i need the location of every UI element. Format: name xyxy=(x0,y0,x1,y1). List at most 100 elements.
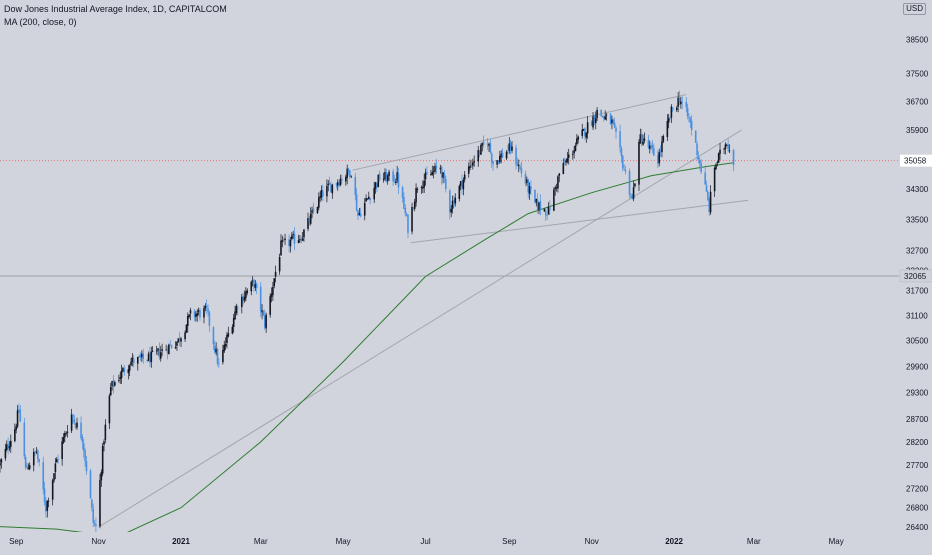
candle-body xyxy=(363,202,366,216)
hline-label: 32065 xyxy=(904,272,927,281)
candle xyxy=(297,234,300,244)
candle-body xyxy=(709,191,712,213)
candle-body xyxy=(501,153,504,158)
candle-body xyxy=(412,208,415,209)
candle xyxy=(393,174,396,183)
candle xyxy=(454,193,457,207)
candle-body xyxy=(594,118,597,124)
candle xyxy=(127,364,130,380)
candle xyxy=(18,403,20,414)
candle-body xyxy=(454,197,457,204)
candle-body xyxy=(707,191,709,200)
candle-body xyxy=(231,326,234,334)
candle-body xyxy=(369,198,371,201)
candle xyxy=(23,417,26,460)
candle-body xyxy=(19,409,22,422)
candle-body xyxy=(395,181,397,183)
candle-body xyxy=(15,426,18,430)
candle-body xyxy=(335,183,338,185)
ma-layer xyxy=(0,162,734,538)
candle-body xyxy=(73,419,76,423)
candle-body xyxy=(492,161,494,165)
candle-body xyxy=(459,181,462,186)
candle xyxy=(615,126,617,139)
candle xyxy=(197,307,200,316)
candle xyxy=(92,503,95,528)
candle xyxy=(243,290,246,303)
candle-body xyxy=(65,432,67,434)
candle xyxy=(335,182,338,189)
candle-body xyxy=(519,166,521,169)
candle xyxy=(16,405,19,429)
candle-body xyxy=(648,145,651,149)
candle xyxy=(412,206,415,211)
candle-body xyxy=(281,240,284,242)
candle-body xyxy=(538,202,540,211)
candle xyxy=(282,237,285,243)
candle xyxy=(339,174,342,187)
candle xyxy=(357,209,359,221)
candle xyxy=(301,232,304,242)
candle xyxy=(114,380,116,387)
candle-body xyxy=(547,206,550,215)
candle-body xyxy=(328,182,331,186)
candle-body xyxy=(205,305,208,308)
candle xyxy=(581,123,584,139)
candle xyxy=(432,166,435,179)
candle-body xyxy=(142,353,144,359)
currency-badge[interactable]: USD xyxy=(903,3,926,15)
candle-body xyxy=(376,183,378,187)
candle-body xyxy=(632,187,635,199)
candle-body xyxy=(638,141,640,185)
candle-body xyxy=(435,165,438,169)
candle xyxy=(505,150,508,160)
candle xyxy=(403,192,405,210)
candle xyxy=(453,195,455,208)
candle-body xyxy=(713,167,716,192)
candle-body xyxy=(442,172,444,178)
candle-body xyxy=(453,200,455,205)
y-tick-label: 29900 xyxy=(906,362,929,371)
candle-body xyxy=(138,355,140,357)
candle xyxy=(472,158,474,170)
candle-body xyxy=(99,479,101,527)
candle xyxy=(416,187,419,193)
candle-body xyxy=(119,377,122,380)
candle xyxy=(236,305,239,316)
candle xyxy=(700,159,702,175)
trendline-1 xyxy=(98,129,742,528)
candle xyxy=(250,280,253,296)
candle-body xyxy=(567,154,570,158)
candle xyxy=(424,168,427,186)
candle-body xyxy=(5,444,8,450)
candle-body xyxy=(241,296,243,308)
y-tick-label: 31100 xyxy=(906,311,928,320)
candle-body xyxy=(697,156,700,160)
candle-body xyxy=(132,358,135,364)
candle xyxy=(81,434,84,450)
candle-body xyxy=(430,174,432,176)
candle xyxy=(208,310,211,332)
candle-body xyxy=(515,147,517,165)
candle xyxy=(5,440,8,452)
candle xyxy=(667,113,670,129)
candle xyxy=(661,135,663,158)
candle-body xyxy=(150,351,153,362)
candle-body xyxy=(623,168,625,170)
candle-body xyxy=(397,173,400,188)
candle xyxy=(698,157,701,170)
candle xyxy=(621,154,624,172)
candle-body xyxy=(222,349,224,363)
candle xyxy=(10,434,12,453)
candle-body xyxy=(704,172,706,185)
candle-body xyxy=(440,166,443,178)
candle xyxy=(95,517,97,533)
candle-body xyxy=(359,213,362,217)
candle-body xyxy=(694,130,697,143)
candle-body xyxy=(169,344,172,346)
candle-body xyxy=(85,461,88,472)
candle xyxy=(530,180,532,196)
candle xyxy=(384,168,386,181)
candle-body xyxy=(300,239,303,241)
